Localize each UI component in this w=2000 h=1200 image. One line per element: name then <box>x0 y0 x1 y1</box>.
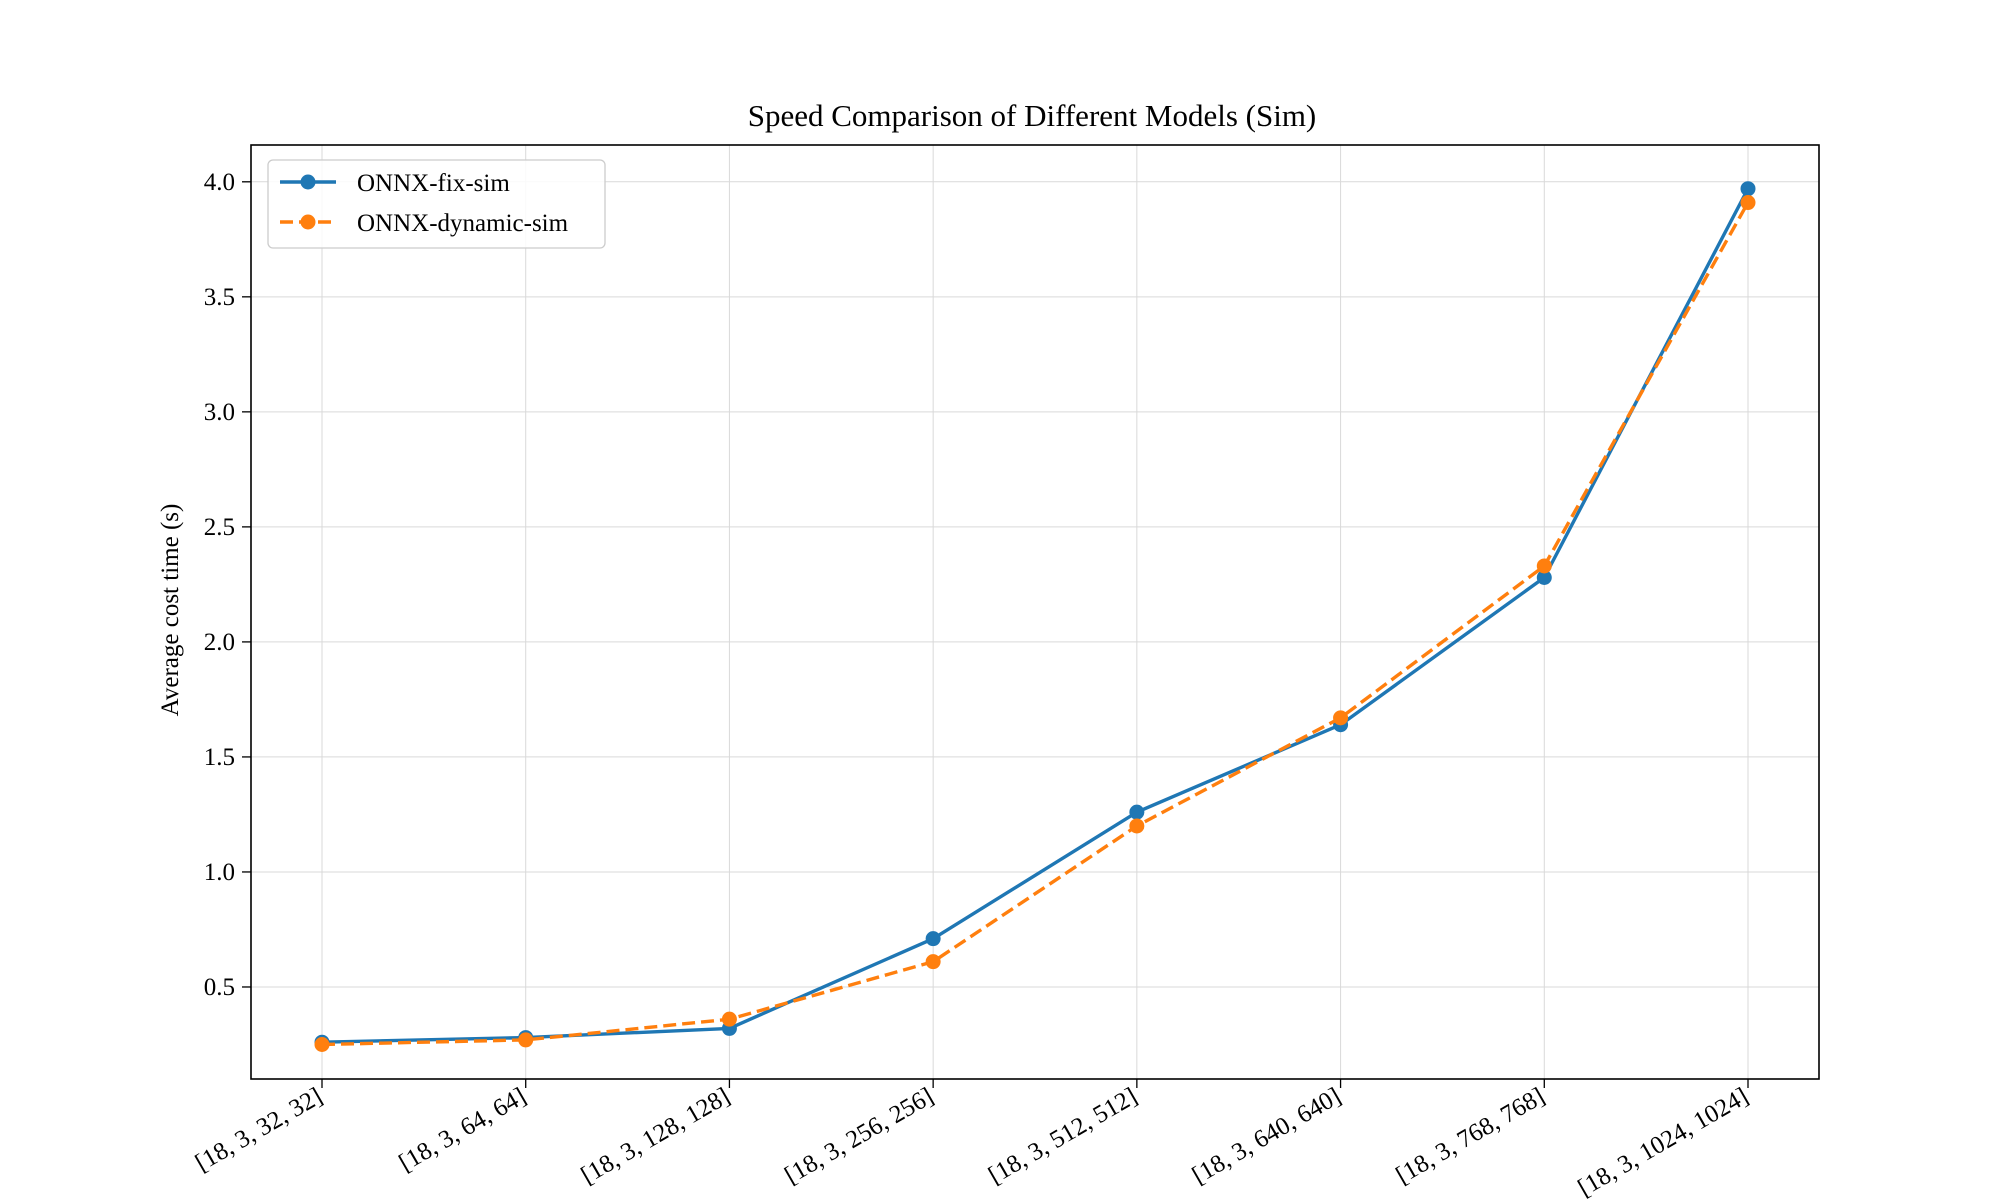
y-tick-label: 4.0 <box>204 169 235 196</box>
plot-area-frame <box>250 144 1820 1080</box>
data-point-onnx-fix-sim <box>1129 804 1145 820</box>
series-line-onnx-dynamic-sim <box>321 201 1750 1047</box>
grid <box>251 145 1819 1079</box>
x-tick-label: [18, 3, 1024, 1024] <box>1574 1083 1753 1200</box>
y-tick-label: 2.5 <box>204 514 235 541</box>
data-point-onnx-dynamic-sim <box>1333 710 1349 726</box>
data-point-onnx-dynamic-sim <box>925 954 941 970</box>
y-axis: 0.5 1.0 1.5 2.0 2.5 3.0 3.5 4.0 <box>204 169 251 1001</box>
data-point-onnx-fix-sim <box>925 931 941 947</box>
legend-label-onnx-fix-sim: ONNX-fix-sim <box>357 170 510 197</box>
x-tick-label: [18, 3, 64, 64] <box>395 1083 531 1177</box>
y-tick-label: 1.5 <box>204 744 235 771</box>
legend-box <box>267 159 606 249</box>
y-tick-label: 1.0 <box>204 859 235 886</box>
series-layer <box>314 181 1756 1052</box>
y-tick-label: 0.5 <box>204 974 235 1001</box>
series-line-onnx-fix-sim <box>321 187 1750 1044</box>
y-axis-label: Average cost time (s) <box>157 504 184 717</box>
data-point-onnx-dynamic-sim <box>314 1036 330 1052</box>
data-point-onnx-dynamic-sim <box>721 1011 737 1027</box>
y-tick-label: 3.5 <box>204 284 235 311</box>
data-point-onnx-fix-sim <box>1536 569 1552 585</box>
y-tick-label: 2.0 <box>204 629 235 656</box>
legend: ONNX-fix-sim ONNX-dynamic-sim <box>267 159 606 249</box>
x-tick-label: [18, 3, 768, 768] <box>1391 1083 1549 1190</box>
legend-marker-onnx-dynamic-sim <box>300 214 316 230</box>
x-axis: [18, 3, 32, 32] [18, 3, 64, 64] [18, 3, 12… <box>191 1079 1753 1200</box>
y-tick-label: 3.0 <box>204 399 235 426</box>
chart-title: Speed Comparison of Different Models (Si… <box>748 98 1317 133</box>
legend-marker-onnx-fix-sim <box>300 174 316 190</box>
x-tick-label: [18, 3, 512, 512] <box>984 1083 1142 1190</box>
data-point-onnx-dynamic-sim <box>1536 558 1552 574</box>
data-point-onnx-dynamic-sim <box>1740 195 1756 211</box>
x-tick-label: [18, 3, 256, 256] <box>780 1083 938 1190</box>
x-tick-label: [18, 3, 32, 32] <box>191 1083 327 1177</box>
data-point-onnx-fix-sim <box>1740 181 1756 197</box>
data-point-onnx-dynamic-sim <box>1129 818 1145 834</box>
legend-label-onnx-dynamic-sim: ONNX-dynamic-sim <box>357 210 569 237</box>
x-tick-label: [18, 3, 128, 128] <box>577 1083 735 1190</box>
x-tick-label: [18, 3, 640, 640] <box>1188 1083 1346 1190</box>
data-point-onnx-dynamic-sim <box>518 1032 534 1048</box>
